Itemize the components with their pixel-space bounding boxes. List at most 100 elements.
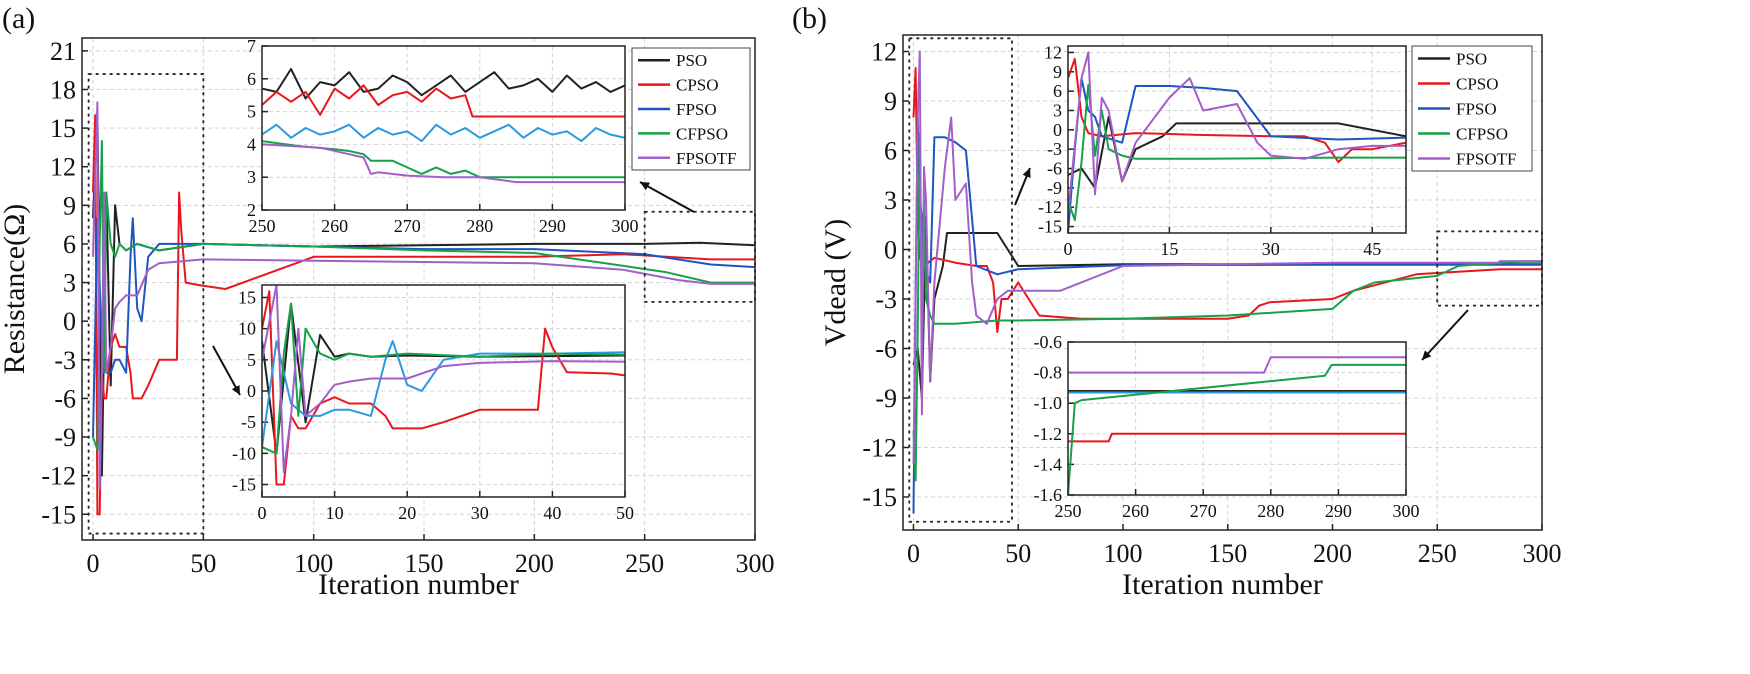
panel-a-inset-1-ytick-15: 15 xyxy=(238,287,256,307)
panel-a-zoom-arrowhead-0 xyxy=(231,385,240,395)
panel-a-inset-1-ytick-15: -15 xyxy=(232,475,256,495)
panel-b-xlabel: Iteration number xyxy=(1122,568,1323,601)
panel-b-inset-1-ytick-0-6: -0.6 xyxy=(1034,332,1063,352)
panel-a-main-ytick-21: 21 xyxy=(50,37,76,66)
panel-b-inset-0-ytick-6: 6 xyxy=(1053,81,1062,101)
panel-a-inset-1-xtick-40: 40 xyxy=(543,503,561,523)
panel-a-inset-1-ytick-0: 0 xyxy=(247,381,256,401)
panel-a-label: (a) xyxy=(2,2,35,35)
panel-a-inset-0-series-cfpso xyxy=(262,140,625,179)
panel-a-main-ytick-6: -6 xyxy=(54,384,76,413)
panel-a-inset-0-ytick-5: 5 xyxy=(247,102,256,122)
panel-b-inset-1-background xyxy=(1068,342,1406,495)
panel-a-inset-1-xtick-30: 30 xyxy=(471,503,489,523)
panel-a-inset-0-xtick-290: 290 xyxy=(539,216,566,236)
panel-a-inset-0-ytick-4: 4 xyxy=(247,134,256,154)
panel-a-inset-1-xtick-10: 10 xyxy=(326,503,344,523)
panel-b-inset-0-ytick-0: 0 xyxy=(1053,120,1062,140)
panel-a-inset-0-xtick-260: 260 xyxy=(321,216,348,236)
panel-a-zoom-arrow-0 xyxy=(212,345,241,396)
panel-b-inset-1-xtick-260: 260 xyxy=(1122,501,1149,521)
panel-b-main-ytick-9: 9 xyxy=(884,87,897,116)
panel-a-inset-0-ytick-3: 3 xyxy=(247,167,256,187)
panel-a-main-xtick-300: 300 xyxy=(736,549,775,578)
panel-a-inset-0-ytick-6: 6 xyxy=(247,69,256,89)
panel-a-inset-0-ytick-7: 7 xyxy=(247,36,256,56)
panel-b-inset-0-xtick-30: 30 xyxy=(1262,239,1280,259)
panel-b-inset-0-series-fpsotf xyxy=(1068,51,1406,214)
panel-a-main-ytick-6: 6 xyxy=(63,230,76,259)
panel-a-main-ytick-15: 15 xyxy=(50,114,76,143)
panel-a-inset-1-series-fpsotf xyxy=(262,285,625,474)
panel-b-main-ytick-6: -6 xyxy=(875,335,897,364)
panel-b-inset-0-xtick-0: 0 xyxy=(1064,239,1073,259)
panel-b-main-xtick-100: 100 xyxy=(1103,539,1142,568)
panel-b-main-xtick-0: 0 xyxy=(907,539,920,568)
panel-a-inset-1-xtick-50: 50 xyxy=(616,503,634,523)
panel-b-inset-1-series-cfpso xyxy=(1068,363,1406,495)
panel-b-label: (b) xyxy=(792,2,827,35)
panel-a-main-ytick-15: -15 xyxy=(41,500,76,529)
panel-b-legend-label-fpso: FPSO xyxy=(1456,100,1497,119)
panel-a-inset-top: 250 260 270 280 290 300 2 3 4 5 6 7 xyxy=(247,36,639,236)
panel-a-zoom-rect-0 xyxy=(87,73,205,535)
panel-a-xlabel: Iteration number xyxy=(318,568,519,601)
panel-b-main-ytick-15: -15 xyxy=(862,483,897,512)
panel-a-main-xtick-200: 200 xyxy=(515,549,554,578)
panel-b-inset-0-series-cfpso xyxy=(1068,83,1406,222)
panel-a-inset-0-xtick-250: 250 xyxy=(249,216,276,236)
panel-a-main-ytick-9: 9 xyxy=(63,191,76,220)
panel-b-zoom-rect-1 xyxy=(1436,230,1543,307)
panel-a-inset-1-ytick-10: 10 xyxy=(238,319,256,339)
panel-b-inset-0-ytick-3: -3 xyxy=(1047,139,1062,159)
panel-a-main-xtick-250: 250 xyxy=(625,549,664,578)
panel-a-inset-0-background xyxy=(262,46,625,210)
panel-b-inset-1-series-cpso xyxy=(1068,432,1406,443)
panel-b-main-ytick-0: 0 xyxy=(884,236,897,265)
panel-b-inset-0-ytick-3: 3 xyxy=(1053,100,1062,120)
panel-a-zoom-arrow-1 xyxy=(639,181,695,213)
panel-a-main-ytick-3: 3 xyxy=(63,269,76,298)
panel-b-zoom-arrowhead-0 xyxy=(1022,168,1031,178)
panel-a: (a) 0 50 100 150 200 250 300211815129630-3-6-9… xyxy=(0,2,775,601)
panel-a-main-ytick-9: -9 xyxy=(54,423,76,452)
panel-a-inset-1-ytick-5: -5 xyxy=(241,412,256,432)
panel-a-legend-label-fpso: FPSO xyxy=(676,100,717,119)
panel-a-main-ytick-18: 18 xyxy=(50,75,76,104)
panel-b-inset-1-xtick-290: 290 xyxy=(1325,501,1352,521)
panel-b-inset-0-ytick-9: 9 xyxy=(1053,62,1062,82)
panel-b-inset-0-ytick-12: -12 xyxy=(1038,197,1062,217)
panel-a-main-frame xyxy=(81,37,756,541)
panel-b-inset-1-ytick-1-4: -1.4 xyxy=(1034,454,1063,474)
panel-b-main-series-fpsotf xyxy=(912,50,1542,465)
panel-a-zoom-markers xyxy=(87,73,756,535)
panel-a-main-xtick-50: 50 xyxy=(190,549,216,578)
panel-b-zoom-markers xyxy=(908,37,1543,523)
panel-b-legend-label-pso: PSO xyxy=(1456,50,1487,69)
panel-b-inset-0-series-fpso xyxy=(1068,77,1406,233)
panel-b-inset-1-ytick-1-0: -1.0 xyxy=(1034,393,1063,413)
panel-b-legend-label-cfpso: CFPSO xyxy=(1456,125,1508,144)
panel-b-inset-0-xtick-45: 45 xyxy=(1363,239,1381,259)
panel-a-inset-1-ytick-10: -10 xyxy=(232,443,256,463)
panel-a-inset-0-xtick-300: 300 xyxy=(612,216,639,236)
panel-a-inset-0-series-fpsotf xyxy=(262,143,625,184)
panel-b-main-ytick-3: 3 xyxy=(884,186,897,215)
panel-a-inset-1-ytick-5: 5 xyxy=(247,350,256,370)
panel-a-legend-label-fpsotf: FPSOTF xyxy=(676,149,736,168)
panel-a-main-ytick-0: 0 xyxy=(63,307,76,336)
panel-b-zoom-arrowhead-1 xyxy=(1422,350,1432,360)
panel-b-main-ytick-9: -9 xyxy=(875,384,897,413)
panel-b-main-ytick-12: 12 xyxy=(871,38,897,67)
panel-b-main-xtick-50: 50 xyxy=(1005,539,1031,568)
panel-a-inset-1-xtick-0: 0 xyxy=(258,503,267,523)
panel-a-legend-label-cpso: CPSO xyxy=(676,76,719,95)
panel-a-inset-0-xtick-270: 270 xyxy=(394,216,421,236)
panel-b-inset-1-ytick-1-2: -1.2 xyxy=(1034,424,1063,444)
panel-b-main-xtick-150: 150 xyxy=(1208,539,1247,568)
panel-b-ylabel: Vdead (V) xyxy=(819,219,852,346)
panel-b-main-ytick-3: -3 xyxy=(875,285,897,314)
panel-b-main-xtick-200: 200 xyxy=(1313,539,1352,568)
